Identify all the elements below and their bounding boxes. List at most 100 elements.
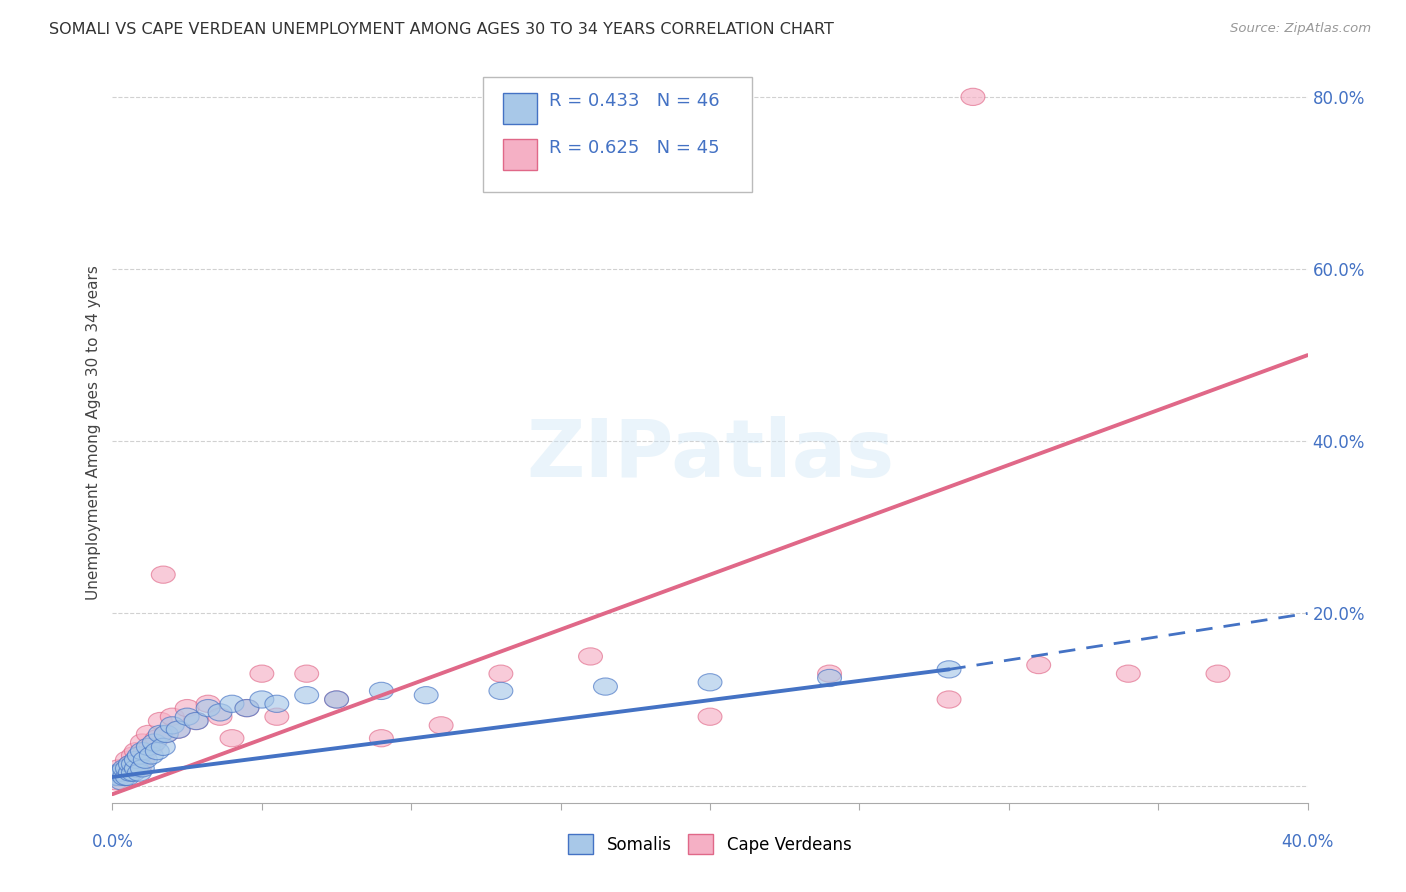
Ellipse shape [1116, 665, 1140, 682]
Ellipse shape [131, 742, 155, 760]
Ellipse shape [818, 665, 842, 682]
Ellipse shape [131, 734, 155, 751]
Ellipse shape [370, 682, 394, 699]
FancyBboxPatch shape [484, 78, 752, 192]
Ellipse shape [295, 665, 319, 682]
Ellipse shape [121, 760, 145, 777]
Ellipse shape [128, 747, 152, 764]
Ellipse shape [107, 768, 131, 786]
Ellipse shape [145, 730, 169, 747]
Text: 0.0%: 0.0% [91, 833, 134, 851]
Ellipse shape [149, 725, 173, 742]
Ellipse shape [699, 673, 723, 691]
Ellipse shape [429, 716, 453, 734]
Y-axis label: Unemployment Among Ages 30 to 34 years: Unemployment Among Ages 30 to 34 years [86, 265, 101, 600]
Ellipse shape [1206, 665, 1230, 682]
Ellipse shape [325, 691, 349, 708]
Ellipse shape [118, 756, 142, 772]
Text: 40.0%: 40.0% [1281, 833, 1334, 851]
Ellipse shape [145, 742, 169, 760]
Ellipse shape [325, 691, 349, 708]
Ellipse shape [184, 713, 208, 730]
Ellipse shape [124, 751, 149, 768]
Ellipse shape [128, 760, 152, 777]
Ellipse shape [112, 760, 136, 777]
Ellipse shape [110, 764, 134, 781]
Ellipse shape [112, 768, 136, 786]
Ellipse shape [962, 88, 986, 105]
Ellipse shape [155, 725, 179, 742]
Ellipse shape [149, 713, 173, 730]
Ellipse shape [124, 742, 149, 760]
Ellipse shape [152, 566, 176, 583]
Ellipse shape [250, 691, 274, 708]
Ellipse shape [176, 699, 200, 716]
Bar [503, 93, 537, 124]
Ellipse shape [176, 708, 200, 725]
Ellipse shape [235, 699, 259, 716]
Text: ZIPatlas: ZIPatlas [526, 416, 894, 494]
Ellipse shape [124, 760, 149, 777]
Ellipse shape [136, 725, 160, 742]
Ellipse shape [166, 721, 190, 739]
Ellipse shape [134, 751, 157, 768]
Ellipse shape [115, 751, 139, 768]
Ellipse shape [107, 768, 131, 786]
Ellipse shape [938, 691, 962, 708]
Ellipse shape [115, 760, 139, 777]
Ellipse shape [118, 764, 142, 781]
Legend: Somalis, Cape Verdeans: Somalis, Cape Verdeans [562, 828, 858, 861]
Ellipse shape [107, 764, 131, 781]
Ellipse shape [579, 648, 603, 665]
Ellipse shape [489, 665, 513, 682]
Ellipse shape [264, 695, 288, 713]
Ellipse shape [139, 747, 163, 764]
Ellipse shape [118, 756, 142, 772]
Ellipse shape [295, 687, 319, 704]
Ellipse shape [136, 739, 160, 756]
Ellipse shape [134, 742, 157, 760]
Ellipse shape [104, 772, 128, 790]
Ellipse shape [219, 695, 245, 713]
Bar [503, 138, 537, 169]
Ellipse shape [264, 708, 288, 725]
Ellipse shape [115, 760, 139, 777]
Ellipse shape [131, 751, 155, 768]
Ellipse shape [121, 764, 145, 781]
Ellipse shape [104, 768, 128, 786]
Ellipse shape [197, 695, 221, 713]
Ellipse shape [699, 708, 723, 725]
Ellipse shape [235, 699, 259, 716]
Text: SOMALI VS CAPE VERDEAN UNEMPLOYMENT AMONG AGES 30 TO 34 YEARS CORRELATION CHART: SOMALI VS CAPE VERDEAN UNEMPLOYMENT AMON… [49, 22, 834, 37]
Ellipse shape [818, 669, 842, 687]
Ellipse shape [142, 734, 166, 751]
Ellipse shape [593, 678, 617, 695]
Ellipse shape [160, 716, 184, 734]
Ellipse shape [115, 768, 139, 786]
Ellipse shape [124, 756, 149, 772]
Ellipse shape [139, 739, 163, 756]
Ellipse shape [121, 747, 145, 764]
Ellipse shape [118, 764, 142, 781]
Ellipse shape [208, 708, 232, 725]
Ellipse shape [128, 764, 152, 781]
Ellipse shape [370, 730, 394, 747]
Ellipse shape [160, 708, 184, 725]
Text: Source: ZipAtlas.com: Source: ZipAtlas.com [1230, 22, 1371, 36]
Ellipse shape [250, 665, 274, 682]
Ellipse shape [152, 739, 176, 756]
Ellipse shape [415, 687, 439, 704]
Ellipse shape [110, 764, 134, 781]
Ellipse shape [166, 721, 190, 739]
Ellipse shape [155, 725, 179, 742]
Ellipse shape [131, 760, 155, 777]
Ellipse shape [110, 772, 134, 790]
Ellipse shape [184, 713, 208, 730]
Ellipse shape [219, 730, 245, 747]
Ellipse shape [489, 682, 513, 699]
Ellipse shape [197, 699, 221, 716]
Ellipse shape [938, 661, 962, 678]
Text: R = 0.433   N = 46: R = 0.433 N = 46 [548, 92, 720, 110]
Ellipse shape [121, 756, 145, 772]
Ellipse shape [1026, 657, 1050, 673]
